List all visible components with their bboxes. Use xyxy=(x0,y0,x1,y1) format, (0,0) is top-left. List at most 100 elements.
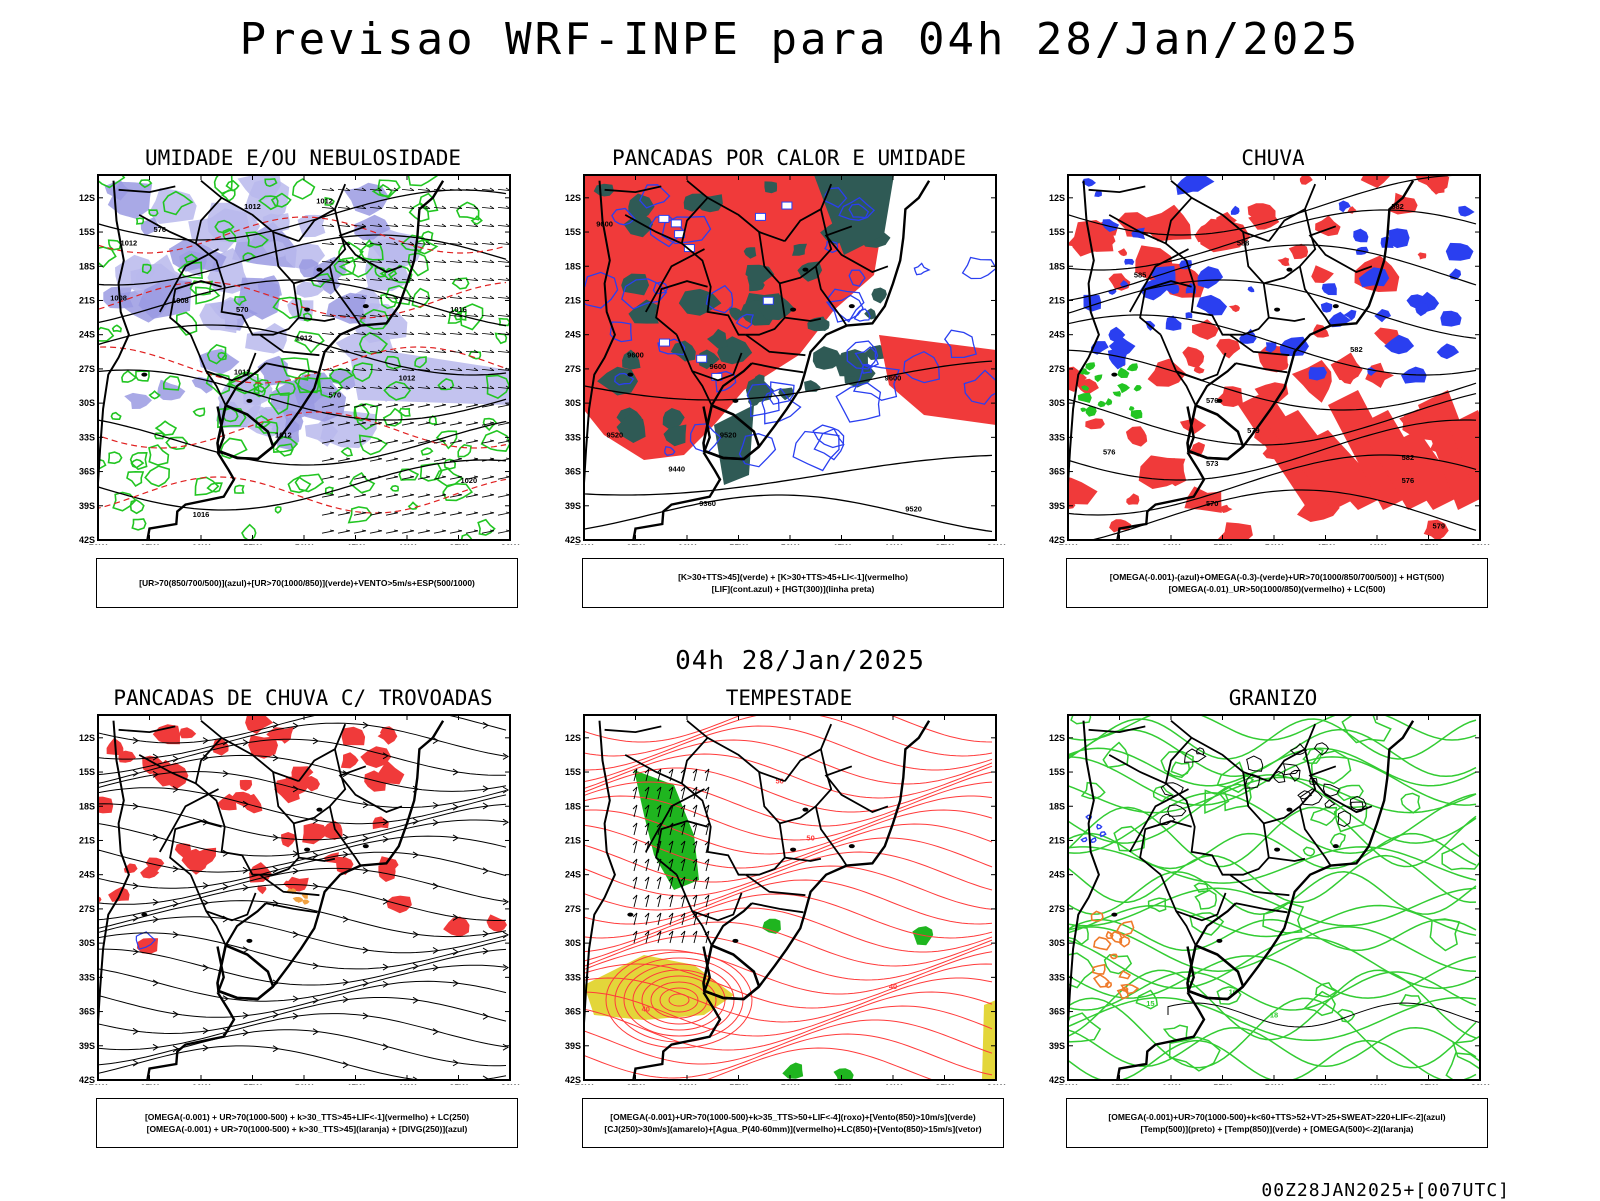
contour-label: 1012 xyxy=(244,202,261,211)
lat-tick-label: 24S xyxy=(1049,330,1065,340)
lon-tick-label: 30W xyxy=(987,1083,1006,1085)
lon-tick-label: 45W xyxy=(1316,543,1335,545)
political-boundaries xyxy=(584,720,931,1080)
panel-chuva: CHUVA 582 588 585 582 576 576 579 573 570 576 582 5… xyxy=(1038,146,1508,616)
contour-label: 9520 xyxy=(720,430,737,439)
political-boundaries xyxy=(1068,180,1415,540)
contour-label: 9600 xyxy=(627,351,644,360)
lon-tick-label: 65W xyxy=(140,1083,159,1085)
contour-label: 1020 xyxy=(460,476,477,485)
lat-tick-label: 30S xyxy=(1049,938,1065,948)
lon-tick-label: 35W xyxy=(935,1083,954,1085)
political-boundaries xyxy=(584,180,931,540)
panel-title: CHUVA xyxy=(1241,146,1305,170)
lon-tick-label: 45W xyxy=(832,543,851,545)
lat-tick-label: 39S xyxy=(565,501,581,511)
contour-label: 573 xyxy=(1206,459,1219,468)
lat-tick-label: 30S xyxy=(79,938,95,948)
lat-tick-label: 15S xyxy=(79,227,95,237)
lon-tick-label: 45W xyxy=(346,1083,365,1085)
lon-tick-label: 70W xyxy=(1059,1083,1078,1085)
legend-line: [K>30+TTS>45](verde) + [K>30+TTS>45+LI<-… xyxy=(678,572,908,582)
lat-tick-label: 21S xyxy=(565,835,581,845)
lon-tick-label: 60W xyxy=(678,1083,697,1085)
contour-label: 585 xyxy=(1134,271,1147,280)
axis-labels: 12S 15S 18S 21S 24S 27S 30S 33S 36S 39S 42S70W 65W 6… xyxy=(79,715,520,1085)
lat-tick-label: 24S xyxy=(79,870,95,880)
contour-label: 576 xyxy=(154,225,167,234)
lon-tick-label: 55W xyxy=(1213,543,1232,545)
lat-tick-label: 15S xyxy=(1049,767,1065,777)
map-tempestade: 40 50 40 50 12S 15S 18S 21S 24S 27S 30S 33S 36S 39S 42… xyxy=(565,714,1006,1085)
lat-tick-label: 24S xyxy=(79,330,95,340)
lon-tick-label: 40W xyxy=(398,543,417,545)
lon-tick-label: 50W xyxy=(1265,543,1284,545)
lon-tick-label: 45W xyxy=(1316,1083,1335,1085)
lon-tick-label: 55W xyxy=(729,543,748,545)
lat-tick-label: 33S xyxy=(565,432,581,442)
panel-title: PANCADAS POR CALOR E UMIDADE xyxy=(611,146,966,170)
contour-label: 40 xyxy=(642,1005,650,1014)
lat-tick-label: 39S xyxy=(79,1041,95,1051)
contour-label: 50 xyxy=(806,833,814,842)
lon-tick-label: 30W xyxy=(987,543,1006,545)
contour-label: 9440 xyxy=(668,465,685,474)
lon-tick-label: 60W xyxy=(678,543,697,545)
panel-granizo: GRANIZO 15 16 18 12S 15S 18S 21S 24S 27S 30S 33S 36… xyxy=(1038,686,1508,1156)
lon-tick-label: 70W xyxy=(575,1083,594,1085)
lat-tick-label: 42S xyxy=(565,1075,581,1085)
lon-tick-label: 55W xyxy=(243,543,262,545)
axis-labels: 12S 15S 18S 21S 24S 27S 30S 33S 36S 39S 42S70W 65W 6… xyxy=(1049,175,1490,545)
lat-tick-label: 12S xyxy=(79,193,95,203)
forecast-time-title: 04h 28/Jan/2025 xyxy=(675,646,925,676)
legend-line: [OMEGA(-0.001) + UR>70(1000-500) + k>30_… xyxy=(144,1112,470,1122)
lat-tick-label: 27S xyxy=(1049,904,1065,914)
legend-line: [UR>70(850/700/500)](azul)+[UR>70(1000/8… xyxy=(139,578,475,588)
legend-line: [CJ(250)>30m/s](amarelo)+[Agua_P(40-60mm… xyxy=(604,1124,982,1134)
lon-tick-label: 70W xyxy=(575,543,594,545)
lon-tick-label: 55W xyxy=(1213,1083,1232,1085)
panel-title: PANCADAS DE CHUVA C/ TROVOADAS xyxy=(113,686,493,710)
lat-tick-label: 42S xyxy=(79,535,95,545)
contour-label: 9600 xyxy=(596,219,613,228)
panel-umidade: UMIDADE E/OU NEBULOSIDADE 1012 1012 1012 10… xyxy=(68,146,538,616)
lat-tick-label: 27S xyxy=(565,904,581,914)
panel-title: GRANIZO xyxy=(1228,686,1318,710)
field-layer xyxy=(98,715,509,1080)
lat-tick-label: 12S xyxy=(565,193,581,203)
axis-labels: 12S 15S 18S 21S 24S 27S 30S 33S 36S 39S 42S70W 65W 6… xyxy=(79,175,520,545)
contour-label: 9520 xyxy=(607,430,624,439)
political-boundaries xyxy=(1068,720,1415,1080)
lat-tick-label: 18S xyxy=(79,801,95,811)
lon-tick-label: 40W xyxy=(884,543,903,545)
lat-tick-label: 21S xyxy=(1049,835,1065,845)
lat-tick-label: 36S xyxy=(79,467,95,477)
lon-tick-label: 35W xyxy=(935,543,954,545)
lat-tick-label: 18S xyxy=(1049,261,1065,271)
lon-tick-label: 55W xyxy=(243,1083,262,1085)
panel-title: TEMPESTADE xyxy=(725,686,853,710)
lat-tick-label: 18S xyxy=(565,261,581,271)
lat-tick-label: 12S xyxy=(565,733,581,743)
contour-label: 1012 xyxy=(121,239,138,248)
lon-tick-label: 60W xyxy=(192,543,211,545)
field-layer: 15 16 18 xyxy=(1068,715,1480,1080)
contour-label: 588 xyxy=(1237,239,1250,248)
legend-line: [OMEGA(-0.001)+UR>70(1000-500)+k>35_TTS>… xyxy=(610,1112,976,1122)
contour-label: 1016 xyxy=(450,305,467,314)
lat-tick-label: 21S xyxy=(1049,295,1065,305)
legend-line: [OMEGA(-0.01)_UR>50(1000/850)(vermelho) … xyxy=(1168,584,1386,594)
lon-tick-label: 65W xyxy=(626,1083,645,1085)
contour-label: 9360 xyxy=(699,499,716,508)
lat-tick-label: 15S xyxy=(565,227,581,237)
map-granizo: 15 16 18 12S 15S 18S 21S 24S 27S 30S 33S 36S 39S 42S7… xyxy=(1049,714,1490,1085)
map-trovoadas: 12S 15S 18S 21S 24S 27S 30S 33S 36S 39S 42S70W 65W 6… xyxy=(79,714,520,1085)
contour-label: 1016 xyxy=(193,510,210,519)
lat-tick-label: 36S xyxy=(565,1007,581,1017)
contour-label: 16 xyxy=(1229,987,1237,996)
legend-box: [UR>70(850/700/500)](azul)+[UR>70(1000/8… xyxy=(96,558,518,608)
lat-tick-label: 12S xyxy=(79,733,95,743)
lon-tick-label: 35W xyxy=(1419,1083,1438,1085)
lat-tick-label: 36S xyxy=(1049,1007,1065,1017)
